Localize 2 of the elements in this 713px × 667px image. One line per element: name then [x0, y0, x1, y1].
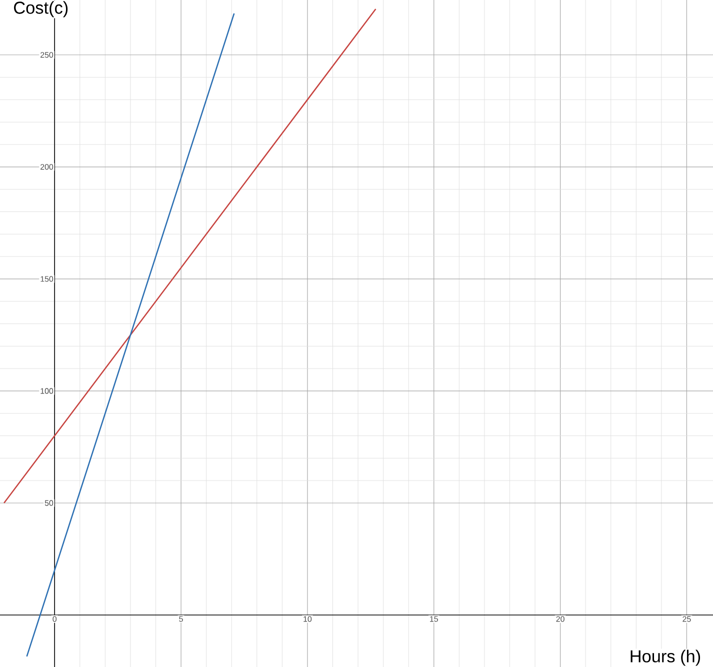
y-axis-title: Cost(c): [14, 1, 68, 18]
x-axis-title: Hours (h): [630, 650, 700, 666]
